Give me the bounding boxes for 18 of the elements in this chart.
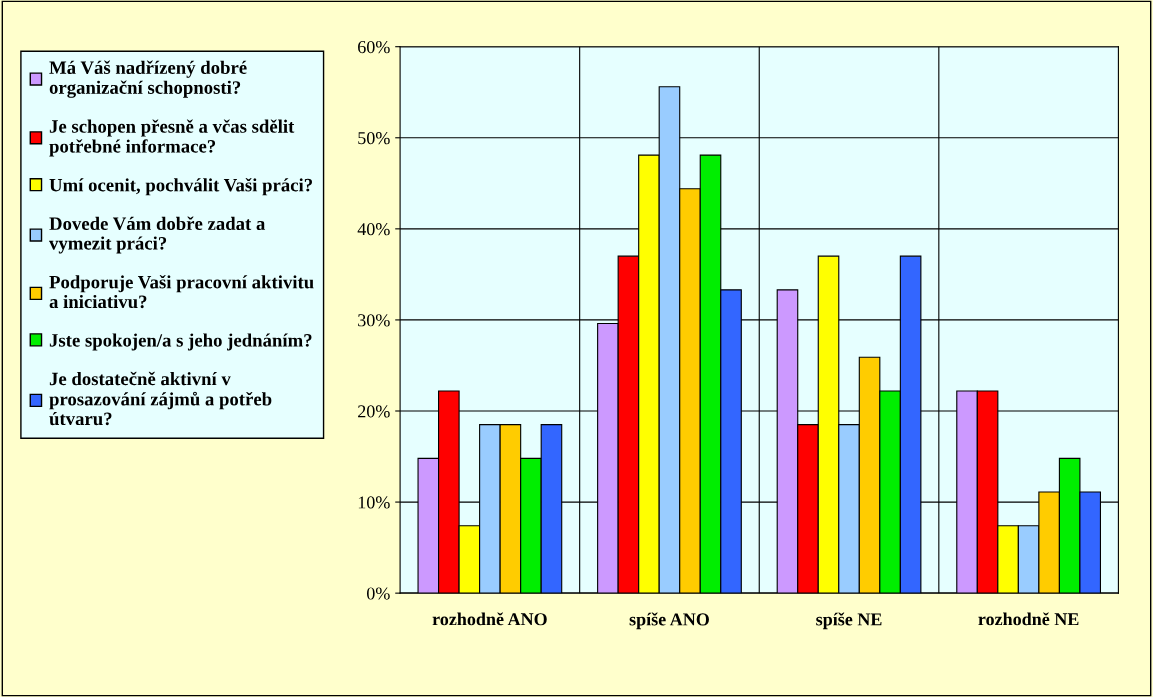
y-tick-label: 50%: [358, 132, 390, 145]
y-tick-label: 40%: [357, 223, 390, 236]
x-tick-label: rozhodně NE: [978, 612, 1079, 626]
legend-label: Podporuje Vaši pracovní aktivitu a iniciativu?: [49, 275, 314, 309]
legend-label: Umí ocenit, pochválit Vaši práci?: [49, 178, 312, 196]
legend-label: Má Váš nadřízený dobré organizační schopnosti?: [49, 60, 247, 98]
x-tick-label: rozhodně ANO: [432, 612, 547, 626]
y-tick-label: 20%: [358, 405, 390, 418]
legend-label: Je dostatečně aktivní v prosazování zájmů a potřeb útvaru?: [49, 371, 272, 426]
legend-label: Je schopen přesně a včas sdělit potřebné informace?: [49, 119, 295, 157]
y-tick-label: 0%: [366, 587, 390, 600]
y-tick-label: 30%: [358, 314, 390, 327]
y-tick-label: 60%: [358, 40, 390, 54]
y-tick-label: 10%: [358, 496, 390, 509]
legend-label: Dovede Vám dobře zadat a vymezit práci?: [49, 216, 266, 254]
x-tick-label: spíše ANO: [629, 612, 709, 630]
x-tick-label: spíše NE: [816, 612, 882, 630]
legend-label: Jste spokojen/a s jeho jednáním?: [49, 333, 312, 351]
